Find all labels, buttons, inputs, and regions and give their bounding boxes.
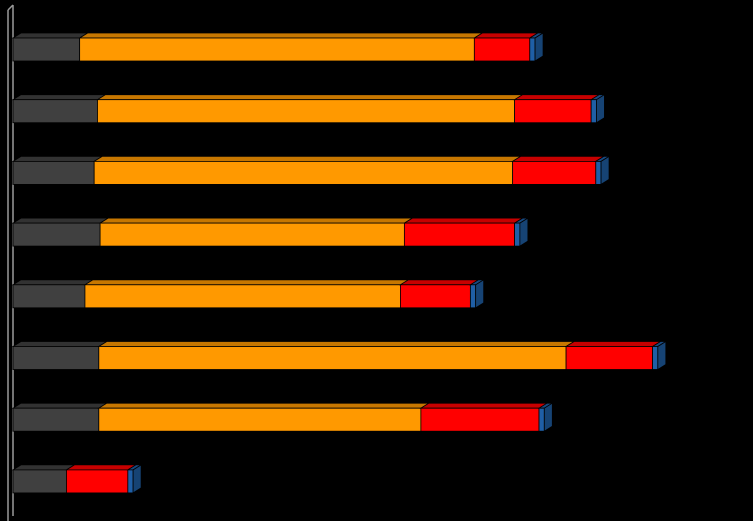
bar-top-s2-7 bbox=[97, 402, 431, 409]
bar-side-7 bbox=[543, 402, 553, 432]
bars-layer bbox=[11, 32, 668, 494]
bar-side-8 bbox=[132, 464, 142, 494]
bar-s1-2 bbox=[12, 99, 98, 124]
bar-s3-3 bbox=[512, 160, 597, 185]
bar-s4-6 bbox=[652, 346, 659, 370]
bar-s4-8 bbox=[127, 469, 134, 494]
bar-s4-5 bbox=[469, 284, 477, 309]
bar-top-s2-3 bbox=[92, 155, 523, 162]
bar-s3-8 bbox=[66, 469, 129, 494]
bar-row-2 bbox=[11, 93, 606, 124]
bar-s4-1 bbox=[529, 37, 536, 62]
bar-side-6 bbox=[657, 340, 667, 371]
bar-s4-7 bbox=[538, 407, 545, 432]
bar-s1-5 bbox=[12, 284, 86, 309]
bar-top-s2-4 bbox=[98, 217, 414, 224]
bar-top-s1-8 bbox=[11, 464, 76, 471]
bar-s1-1 bbox=[12, 37, 81, 62]
bar-s2-4 bbox=[99, 222, 405, 247]
bar-top-s3-1 bbox=[472, 32, 540, 39]
bar-top-s1-1 bbox=[11, 32, 90, 39]
bar-row-3 bbox=[11, 155, 611, 186]
bar-top-s3-4 bbox=[402, 217, 524, 224]
bar-s3-2 bbox=[514, 99, 592, 124]
bar-top-s1-4 bbox=[11, 217, 110, 224]
bar-s4-2 bbox=[590, 99, 597, 124]
bar-top-s3-7 bbox=[419, 402, 549, 409]
y-axis-top-edge bbox=[7, 4, 14, 11]
bar-top-s3-3 bbox=[511, 155, 606, 162]
bar-s2-3 bbox=[93, 160, 514, 185]
bar-s1-3 bbox=[12, 160, 95, 185]
bar-top-s2-2 bbox=[96, 94, 524, 101]
bar-s3-4 bbox=[403, 222, 516, 247]
bar-row-6 bbox=[11, 340, 668, 371]
bar-s1-4 bbox=[12, 222, 101, 247]
bar-top-s2-5 bbox=[83, 279, 410, 286]
bar-s1-7 bbox=[12, 407, 100, 432]
bar-row-1 bbox=[11, 32, 545, 62]
bar-s2-5 bbox=[84, 284, 401, 309]
bar-row-5 bbox=[11, 279, 486, 309]
bar-s2-6 bbox=[98, 346, 567, 370]
bar-top-s1-2 bbox=[11, 94, 107, 101]
bar-s3-5 bbox=[400, 284, 471, 309]
bar-s3-1 bbox=[473, 37, 531, 62]
bar-top-s2-6 bbox=[97, 341, 576, 347]
bar-side-1 bbox=[534, 32, 544, 62]
bar-top-s1-5 bbox=[11, 279, 95, 286]
bar-s3-7 bbox=[420, 407, 540, 432]
bar-s2-2 bbox=[97, 99, 515, 124]
bar-side-3 bbox=[600, 155, 610, 186]
bar-s1-8 bbox=[12, 469, 67, 494]
bar-top-s2-1 bbox=[78, 32, 484, 39]
bar-top-s1-7 bbox=[11, 402, 109, 409]
bar-s1-6 bbox=[12, 346, 100, 370]
bar-s3-6 bbox=[565, 346, 653, 370]
bar-row-4 bbox=[11, 217, 530, 247]
bar-top-s1-3 bbox=[11, 155, 104, 162]
bar-s2-1 bbox=[79, 37, 475, 62]
bar-top-s3-2 bbox=[513, 94, 601, 101]
bar-row-8 bbox=[11, 464, 143, 494]
bar-side-5 bbox=[475, 279, 485, 309]
bar-top-s3-6 bbox=[564, 341, 662, 347]
bar-row-7 bbox=[11, 402, 554, 432]
bar-s2-7 bbox=[98, 407, 422, 432]
bar-top-s3-8 bbox=[65, 464, 138, 471]
bar-top-s1-6 bbox=[11, 341, 109, 347]
bar-side-4 bbox=[519, 217, 529, 247]
bar-s4-3 bbox=[595, 160, 602, 185]
bar-top-s3-5 bbox=[399, 279, 480, 286]
bar-s4-4 bbox=[514, 222, 521, 247]
bar-side-2 bbox=[596, 93, 605, 124]
